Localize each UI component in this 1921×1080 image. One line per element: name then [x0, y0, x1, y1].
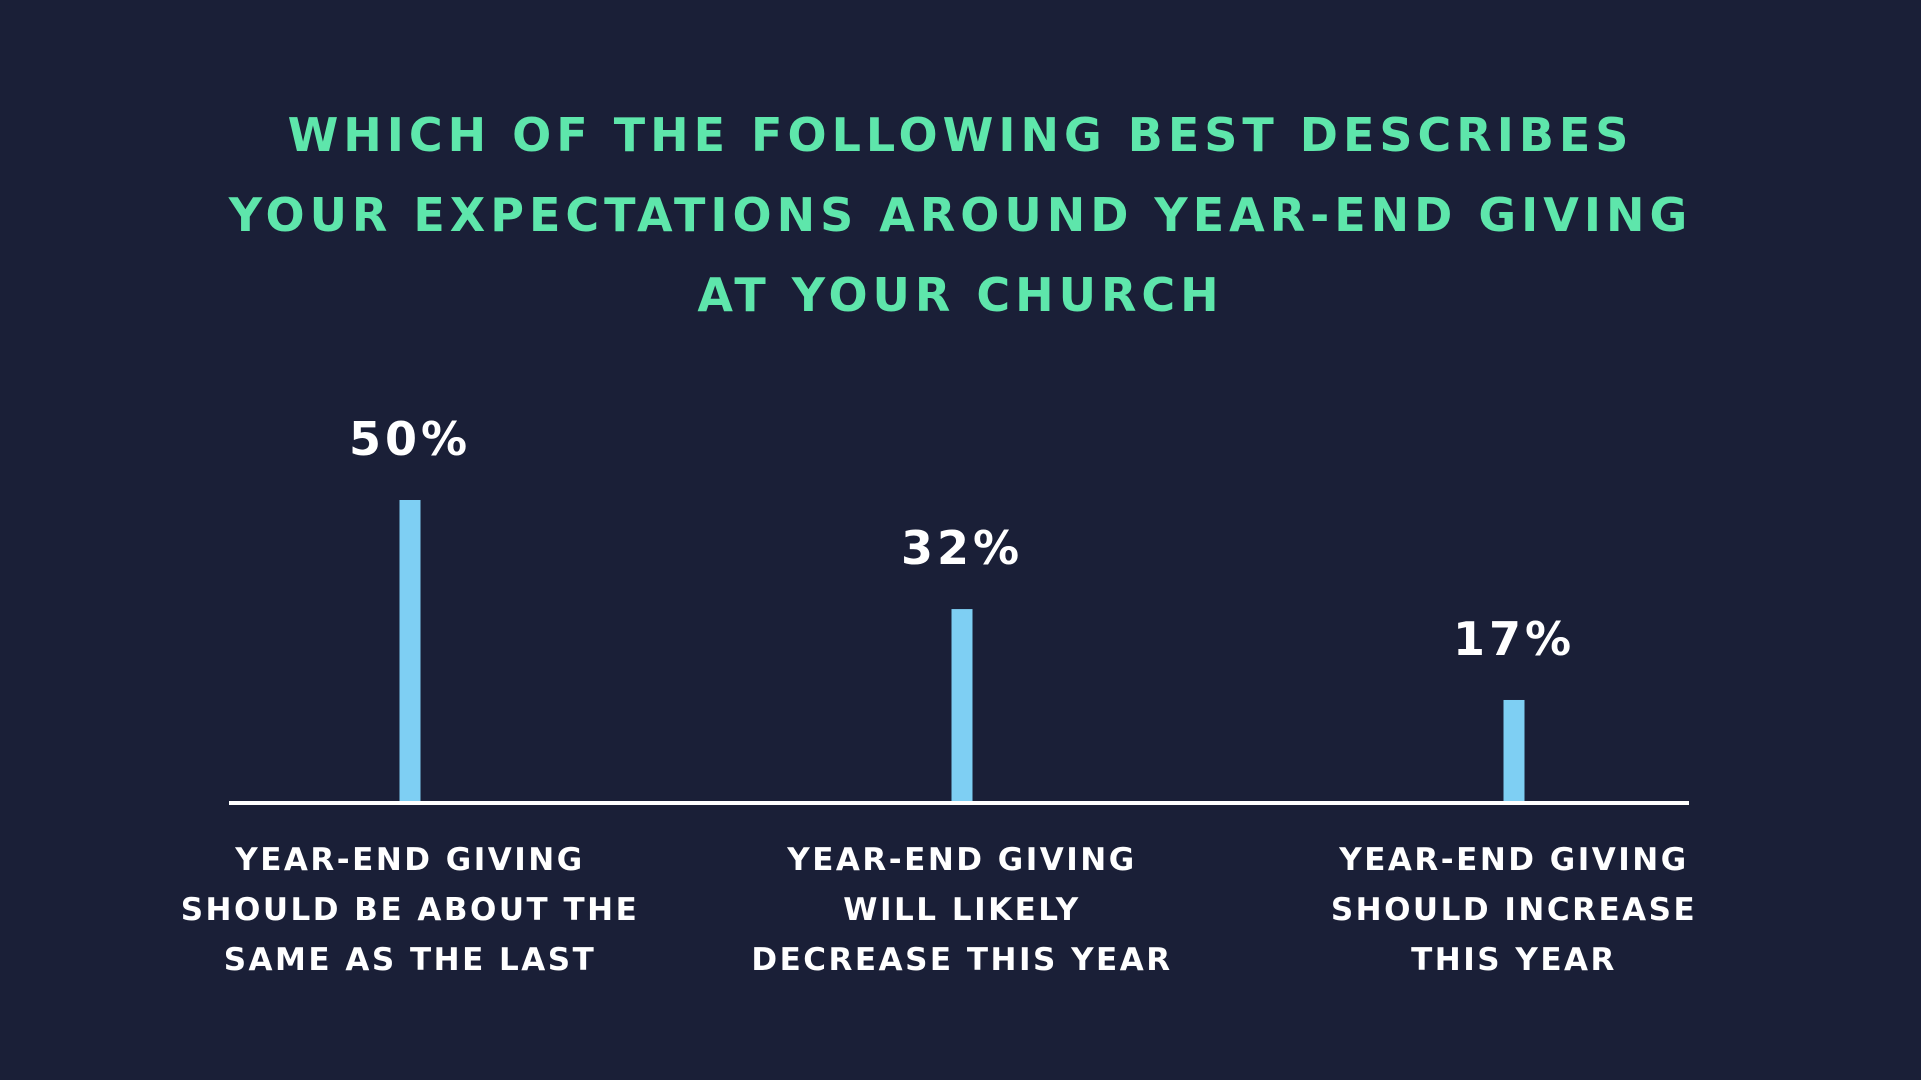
category-label-line: SHOULD BE ABOUT THE — [180, 892, 640, 928]
category-label-line: YEAR-END GIVING — [235, 842, 585, 878]
data-label-3: 17% — [1453, 612, 1575, 666]
category-label-increase: YEAR-END GIVING SHOULD INCREASE THIS YEA… — [1254, 835, 1774, 985]
category-label-line: SAME AS THE LAST — [223, 942, 597, 978]
category-label-line: WILL LIKELY — [843, 892, 1081, 928]
data-label-2: 32% — [901, 521, 1023, 575]
bar-3 — [1503, 699, 1525, 803]
category-label-line: SHOULD INCREASE — [1330, 892, 1698, 928]
chart-title-line-1: WHICH OF THE FOLLOWING BEST DESCRIBES — [287, 108, 1634, 162]
bar-1 — [399, 500, 421, 803]
category-label-decrease: YEAR-END GIVING WILL LIKELY DECREASE THI… — [702, 835, 1222, 985]
category-label-line: DECREASE THIS YEAR — [751, 942, 1173, 978]
category-label-line: YEAR-END GIVING — [787, 842, 1137, 878]
chart-title-line-3: AT YOUR CHURCH — [697, 268, 1224, 322]
chart-title-line-2: YOUR EXPECTATIONS AROUND YEAR-END GIVING — [228, 188, 1693, 242]
data-label-1: 50% — [349, 412, 471, 466]
bar-2 — [951, 609, 973, 803]
category-label-line: THIS YEAR — [1411, 942, 1617, 978]
chart-title: WHICH OF THE FOLLOWING BEST DESCRIBES YO… — [0, 95, 1921, 335]
category-label-same: YEAR-END GIVING SHOULD BE ABOUT THE SAME… — [150, 835, 670, 985]
category-label-line: YEAR-END GIVING — [1339, 842, 1689, 878]
